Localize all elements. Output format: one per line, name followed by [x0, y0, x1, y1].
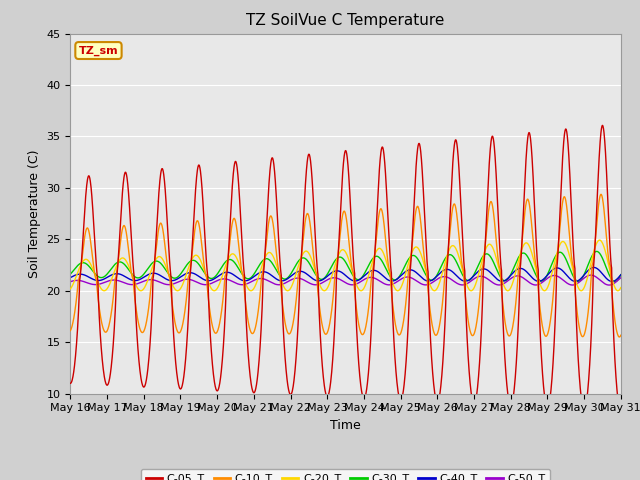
Legend: C-05_T, C-10_T, C-20_T, C-30_T, C-40_T, C-50_T: C-05_T, C-10_T, C-20_T, C-30_T, C-40_T, … [141, 469, 550, 480]
Text: TZ_sm: TZ_sm [79, 46, 118, 56]
Y-axis label: Soil Temperature (C): Soil Temperature (C) [28, 149, 41, 278]
Title: TZ SoilVue C Temperature: TZ SoilVue C Temperature [246, 13, 445, 28]
X-axis label: Time: Time [330, 419, 361, 432]
